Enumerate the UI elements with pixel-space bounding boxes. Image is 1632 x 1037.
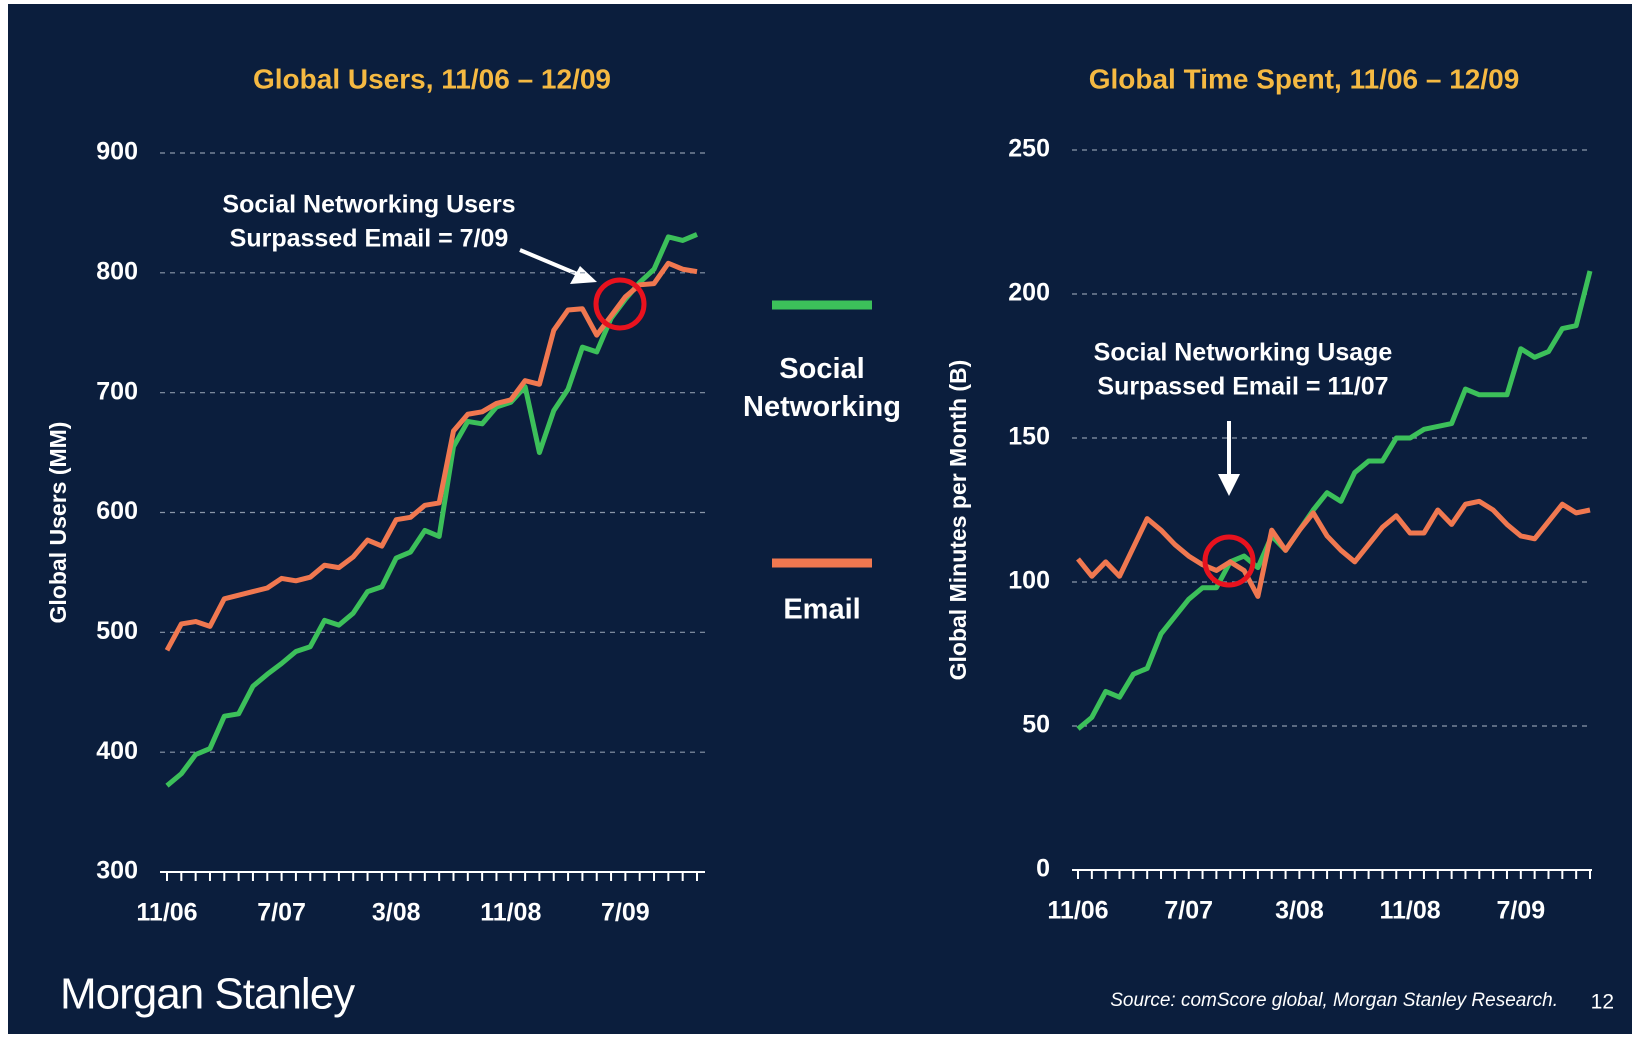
y-tick-label: 300	[96, 857, 138, 885]
annotation: Surpassed Email = 7/09	[230, 225, 509, 253]
arrowhead	[1218, 474, 1240, 496]
y-axis-label: Global Minutes per Month (B)	[945, 360, 971, 681]
y-tick-label: 0	[1036, 855, 1050, 883]
background	[8, 4, 1632, 1034]
y-tick-label: 700	[96, 377, 138, 405]
annotation: Surpassed Email = 11/07	[1097, 373, 1388, 401]
y-tick-label: 800	[96, 257, 138, 285]
x-tick-label: 7/09	[1496, 897, 1545, 925]
arrow	[519, 248, 583, 278]
y-tick-label: 400	[96, 737, 138, 765]
series-line	[1076, 270, 1593, 731]
x-tick-label: 11/08	[1380, 897, 1441, 925]
x-tick-label: 7/07	[257, 899, 306, 927]
source: Source: comScore global, Morgan Stanley …	[1110, 990, 1558, 1011]
arrowhead	[570, 266, 597, 284]
legend-label: Social Networking	[743, 353, 901, 423]
highlight-circle	[593, 277, 647, 331]
y-tick-label: 100	[1008, 567, 1050, 595]
y-tick-label: 50	[1022, 711, 1050, 739]
annotation: Social Networking Usage	[1094, 339, 1393, 367]
chart-title: Global Users, 11/06 – 12/09	[253, 63, 611, 94]
series-line	[164, 260, 698, 652]
logo: Morgan Stanley	[60, 970, 355, 1019]
x-tick-label: 7/09	[601, 899, 650, 927]
y-tick-label: 900	[96, 138, 138, 166]
y-tick-label: 600	[96, 497, 138, 525]
x-tick-label: 11/08	[480, 899, 541, 927]
y-tick-label: 150	[1008, 423, 1050, 451]
chart-title: Global Time Spent, 11/06 – 12/09	[1089, 63, 1520, 94]
annotation: Social Networking Users	[222, 191, 515, 219]
x-tick-label: 7/07	[1164, 897, 1213, 925]
x-tick-label: 11/06	[136, 899, 197, 927]
legend-label: Email	[783, 594, 860, 626]
y-axis-label: Global Users (MM)	[45, 422, 71, 624]
series-line	[1076, 498, 1591, 599]
y-tick-label: 250	[1008, 135, 1050, 163]
y-tick-label: 200	[1008, 279, 1050, 307]
x-tick-label: 3/08	[372, 899, 421, 927]
y-tick-label: 500	[96, 617, 138, 645]
page-number: 12	[1591, 991, 1614, 1014]
x-tick-label: 3/08	[1275, 897, 1324, 925]
x-tick-label: 11/06	[1047, 897, 1108, 925]
legend-entry: Social Networking	[743, 353, 901, 423]
highlight-circle	[1202, 534, 1256, 588]
